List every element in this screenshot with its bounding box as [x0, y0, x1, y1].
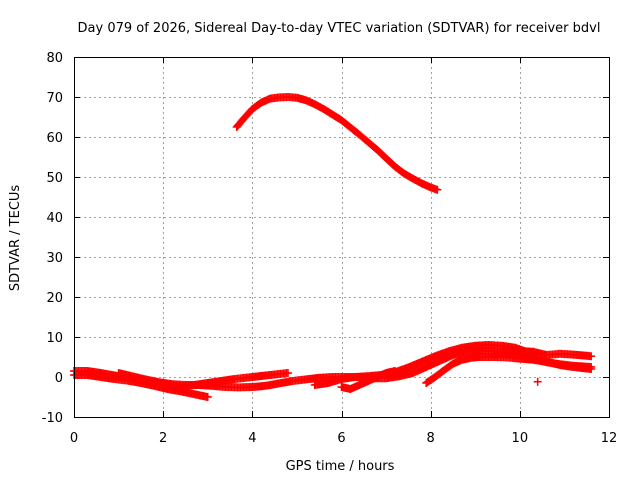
plot-frame — [74, 57, 610, 418]
x-tick-label: 12 — [601, 431, 618, 446]
data-point — [433, 185, 442, 194]
data-points — [70, 93, 596, 401]
series-arc-g — [489, 347, 596, 361]
y-tick-label: 20 — [46, 291, 63, 306]
x-tick-label: 8 — [427, 431, 435, 446]
y-tick-label: 30 — [46, 251, 63, 266]
series-arc-high — [232, 93, 442, 194]
grid-lines — [74, 57, 609, 417]
data-point — [391, 367, 399, 375]
series-isolated — [533, 377, 542, 386]
data-point — [203, 393, 212, 401]
y-tick-label: 60 — [46, 131, 63, 146]
data-point — [533, 377, 542, 386]
x-tick-label: 6 — [337, 431, 345, 446]
x-tick-label: 10 — [512, 431, 529, 446]
y-tick-label: 50 — [46, 171, 63, 186]
x-axis-label: GPS time / hours — [286, 459, 395, 474]
x-tick-label: 0 — [70, 431, 78, 446]
y-tick-label: 80 — [46, 51, 63, 66]
x-tick-label: 4 — [248, 431, 256, 446]
axis-ticks: 0 2 4 6 8 10 12 -10 0 10 20 30 40 50 60 70 80 — [42, 51, 618, 446]
y-axis-label: SDTVAR / TECUs — [8, 185, 23, 292]
series-arc-b — [70, 371, 212, 401]
y-tick-label: 10 — [46, 331, 63, 346]
y-tick-label: -10 — [42, 411, 63, 426]
y-tick-label: 0 — [55, 371, 63, 386]
y-tick-label: 70 — [46, 91, 63, 106]
data-point — [587, 352, 596, 361]
chart-title: Day 079 of 2026, Sidereal Day-to-day VTE… — [78, 21, 601, 36]
series-arc-d — [310, 341, 538, 389]
data-point — [284, 369, 292, 377]
series-arc-e — [337, 367, 399, 393]
y-tick-label: 40 — [46, 211, 63, 226]
data-point — [587, 365, 596, 373]
x-tick-label: 2 — [159, 431, 167, 446]
